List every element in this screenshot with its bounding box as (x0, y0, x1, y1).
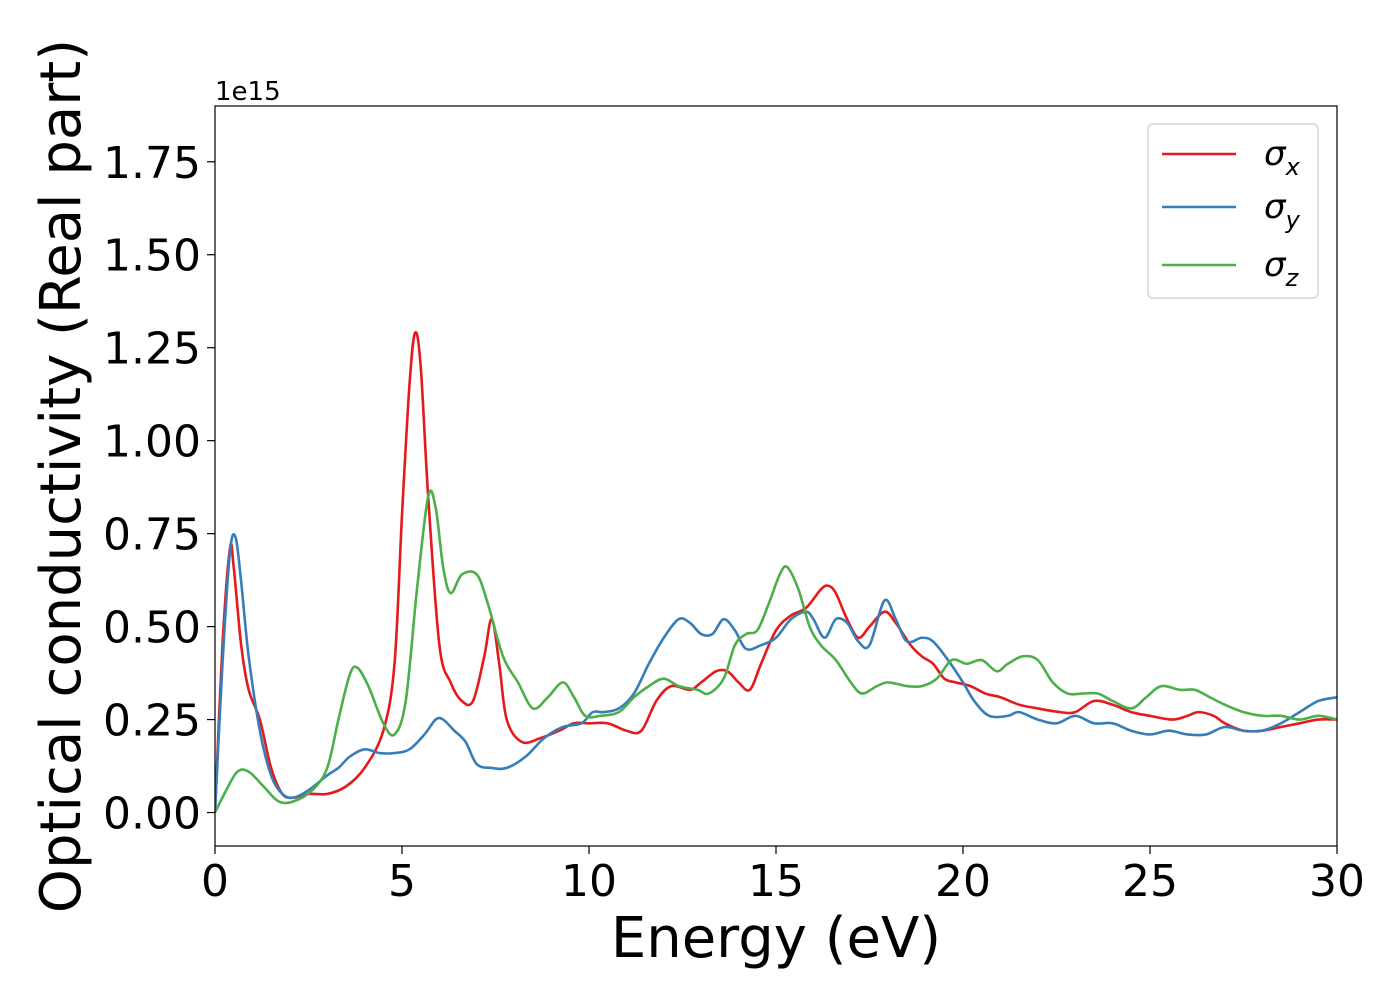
y-tick-label: 0.00 (103, 789, 201, 840)
y-offset-label: 1e15 (215, 77, 281, 107)
x-axis-label: Energy (eV) (611, 906, 941, 971)
x-tick-label: 25 (1122, 856, 1178, 907)
y-tick-label: 0.50 (103, 603, 201, 654)
y-tick-label: 1.25 (103, 324, 201, 375)
y-axis-ticks: 0.00 0.25 0.50 0.75 1.00 1.25 1.50 1.75 (103, 138, 215, 840)
y-tick-label: 1.50 (103, 231, 201, 282)
legend: σx σy σz (1147, 123, 1319, 299)
y-axis-label: Optical conductivity (Real part) (29, 39, 94, 913)
x-tick-label: 0 (201, 856, 229, 907)
series-line-x (215, 330, 1337, 813)
legend-label-z: σz (1264, 245, 1300, 292)
y-tick-label: 0.75 (103, 510, 201, 561)
x-tick-label: 30 (1309, 856, 1365, 907)
x-tick-label: 20 (935, 856, 991, 907)
x-tick-label: 10 (561, 856, 617, 907)
plot-lines (215, 330, 1337, 814)
series-line-z (215, 489, 1337, 814)
y-tick-label: 0.25 (103, 696, 201, 747)
x-tick-label: 5 (388, 856, 416, 907)
legend-label-y: σy (1264, 187, 1301, 234)
x-axis-ticks: 0 5 10 15 20 25 30 (201, 846, 1365, 907)
legend-box (1147, 123, 1319, 299)
y-tick-label: 1.00 (103, 417, 201, 468)
series-line-y (215, 533, 1337, 813)
x-tick-label: 15 (748, 856, 804, 907)
legend-label-x: σx (1264, 134, 1301, 181)
y-tick-label: 1.75 (103, 138, 201, 189)
